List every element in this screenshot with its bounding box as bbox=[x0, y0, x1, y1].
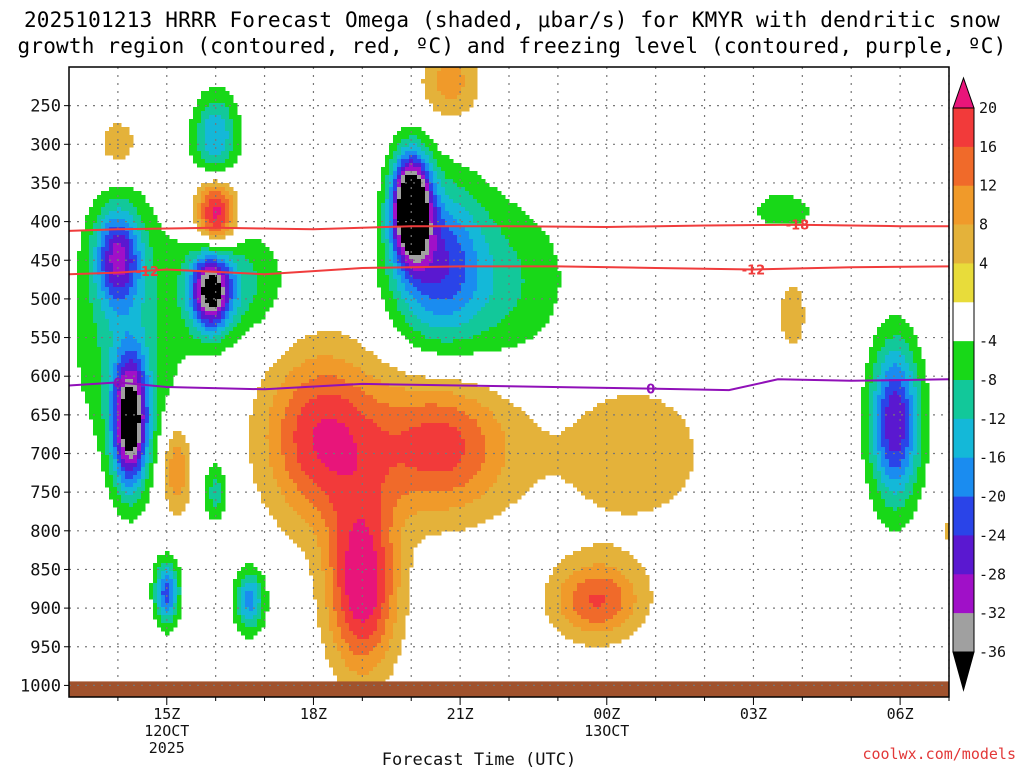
grid-lines bbox=[69, 67, 950, 687]
colorbar-label: -32 bbox=[979, 604, 1006, 622]
chart-title-line-2: growth region (contoured, red, ºC) and f… bbox=[17, 34, 1007, 58]
colorbar-segment bbox=[953, 574, 974, 614]
colorbar: 20 16 12 8 4 -4 -8 -12 -16 -20 -24 -28 -32 -36 bbox=[952, 76, 1006, 692]
chart-title-line-1: 2025101213 HRRR Forecast Omega (shaded, … bbox=[23, 8, 1001, 32]
colorbar-segment bbox=[953, 535, 974, 575]
y-tick-label: 550 bbox=[30, 329, 61, 349]
y-tick-label: 300 bbox=[30, 135, 61, 155]
colorbar-label: -8 bbox=[979, 371, 997, 389]
y-tick-label: 650 bbox=[30, 406, 61, 426]
colorbar-label: 8 bbox=[979, 216, 988, 234]
colorbar-segment bbox=[953, 146, 974, 187]
x-tick-label: 21Z bbox=[447, 705, 474, 723]
y-tick-label: 850 bbox=[30, 560, 61, 580]
ground-layer bbox=[69, 681, 949, 697]
x-tick-sublabel: 13OCT bbox=[584, 722, 629, 740]
colorbar-label: 4 bbox=[979, 254, 988, 272]
y-axis: 250 300 350 400 450 500 550 600 650 700 750 800 850 9… bbox=[20, 97, 69, 696]
y-tick-label: 400 bbox=[30, 213, 61, 233]
colorbar-segment bbox=[953, 302, 974, 342]
y-tick-label: 750 bbox=[30, 483, 61, 503]
colorbar-label: 16 bbox=[979, 138, 997, 156]
contour-line bbox=[68, 265, 950, 276]
colorbar-segment bbox=[953, 185, 974, 225]
y-tick-label: 500 bbox=[30, 290, 61, 310]
x-tick-label: 15Z bbox=[153, 705, 180, 723]
y-tick-label: 700 bbox=[30, 445, 61, 465]
y-tick-label: 950 bbox=[30, 638, 61, 658]
colorbar-label: 12 bbox=[979, 177, 997, 195]
contour-label: -12 bbox=[135, 265, 159, 280]
contour-line bbox=[68, 378, 950, 392]
temperature-contours: -18 -12 -12 0 0 bbox=[68, 219, 950, 398]
x-axis-title: Forecast Time (UTC) bbox=[382, 750, 576, 768]
colorbar-segment bbox=[953, 613, 974, 653]
colorbar-segment bbox=[953, 263, 974, 303]
colorbar-segment bbox=[953, 418, 974, 459]
y-tick-label: 250 bbox=[30, 97, 61, 117]
contour-label: -18 bbox=[786, 219, 810, 234]
contour-label: 0 bbox=[646, 383, 655, 398]
site-credit: coolwx.com/models bbox=[862, 745, 1016, 763]
colorbar-label: -4 bbox=[979, 332, 997, 350]
y-tick-label: 350 bbox=[30, 174, 61, 194]
x-tick-label: 18Z bbox=[300, 705, 327, 723]
contour-line bbox=[68, 223, 949, 232]
x-tick-label: 03Z bbox=[740, 705, 767, 723]
colorbar-label: 20 bbox=[979, 99, 997, 117]
contour-label: -12 bbox=[742, 264, 766, 279]
colorbar-label: -24 bbox=[979, 526, 1006, 544]
colorbar-segment bbox=[953, 341, 974, 381]
colorbar-segment bbox=[953, 496, 974, 536]
y-tick-label: 1000 bbox=[20, 676, 61, 696]
omega-shading bbox=[77, 67, 950, 684]
colorbar-label: -12 bbox=[979, 410, 1006, 428]
y-tick-label: 450 bbox=[30, 251, 61, 271]
colorbar-frame bbox=[952, 107, 975, 653]
colorbar-segment bbox=[953, 457, 974, 497]
y-tick-label: 600 bbox=[30, 367, 61, 387]
x-tick-label: 06Z bbox=[887, 705, 914, 723]
colorbar-segment bbox=[953, 380, 974, 420]
colorbar-label: -20 bbox=[979, 488, 1006, 506]
colorbar-label: -28 bbox=[979, 565, 1006, 583]
y-tick-label: 800 bbox=[30, 522, 61, 542]
colorbar-max-arrow bbox=[952, 76, 975, 109]
colorbar-min-arrow bbox=[952, 651, 975, 692]
contour-label: 0 bbox=[113, 376, 122, 391]
colorbar-segment bbox=[953, 108, 974, 148]
x-tick-sublabel: 12OCT bbox=[144, 722, 189, 740]
y-tick-label: 900 bbox=[30, 599, 61, 619]
x-tick-label: 00Z bbox=[593, 705, 620, 723]
colorbar-label: -36 bbox=[979, 643, 1006, 661]
colorbar-segment bbox=[953, 224, 974, 264]
colorbar-label: -16 bbox=[979, 449, 1006, 467]
x-tick-year-label: 2025 bbox=[149, 739, 185, 757]
